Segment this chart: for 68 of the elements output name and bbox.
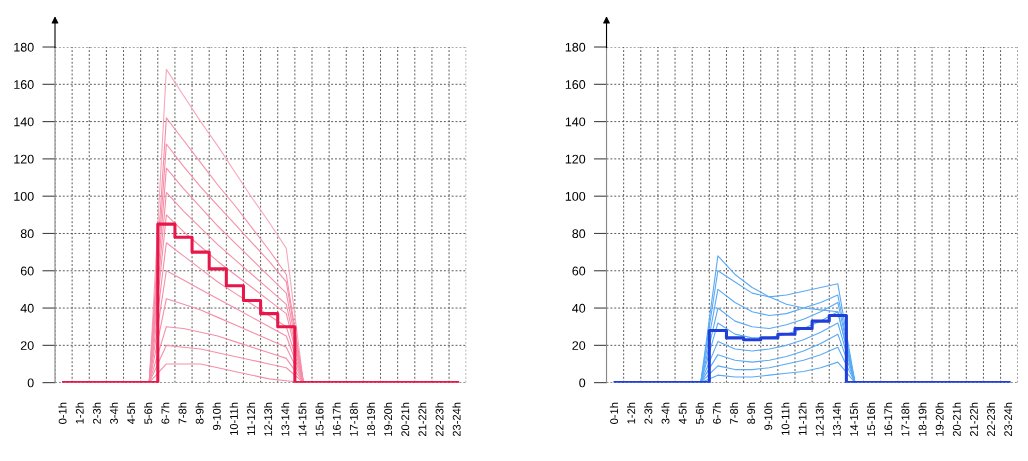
- x-tick-label: 14-15h: [849, 402, 858, 436]
- x-tick-label: 12-13h: [263, 402, 273, 436]
- x-tick-label: 20-21h: [401, 402, 410, 437]
- x-tick-label: 7-8h: [178, 402, 187, 424]
- x-tick-label: 13-14h: [832, 402, 841, 436]
- x-tick-label: 11-12h: [246, 402, 255, 435]
- x-tick-label: 6-7h: [712, 402, 721, 424]
- y-tick-label: 40: [20, 303, 34, 313]
- x-tick-label: 15-16h: [866, 402, 876, 436]
- y-tick-label: 140: [565, 117, 586, 127]
- x-tick-label: 8-9h: [746, 402, 756, 424]
- x-tick-label: 21-22h: [418, 402, 427, 437]
- y-tick-label: 80: [572, 229, 586, 239]
- y-tick-label: 160: [565, 80, 586, 89]
- y-tick-label: 0: [27, 378, 34, 388]
- x-tick-label: 4-5h: [678, 402, 687, 425]
- x-tick-label: 20-21h: [952, 402, 961, 437]
- y-tick-label: 60: [20, 266, 34, 276]
- x-tick-label: 1-2h: [75, 402, 84, 424]
- x-tick-label: 11-12h: [798, 402, 807, 435]
- x-tick-label: 9-10h: [212, 402, 221, 430]
- x-tick-label: 23-24h: [1003, 402, 1013, 437]
- x-tick-label: 12-13h: [815, 402, 824, 436]
- y-tick-label: 0: [579, 378, 586, 388]
- y-tick-label: 120: [14, 154, 34, 164]
- x-tick-label: 21-22h: [969, 402, 978, 437]
- x-tick-label: 7-8h: [729, 402, 738, 424]
- x-tick-label: 22-23h: [986, 402, 995, 437]
- x-tick-label: 6-7h: [161, 402, 170, 424]
- y-tick-label: 180: [14, 42, 34, 52]
- y-tick-label: 100: [14, 191, 34, 201]
- x-tick-label: 16-17h: [332, 402, 341, 436]
- y-tick-label: 80: [20, 229, 34, 239]
- x-tick-label: 19-20h: [383, 402, 393, 436]
- x-tick-label: 17-18h: [349, 402, 358, 436]
- x-tick-label: 18-19h: [918, 402, 927, 436]
- x-tick-label: 0-1h: [609, 402, 619, 424]
- x-tick-label: 0-1h: [58, 402, 67, 424]
- x-tick-label: 16-17h: [884, 402, 893, 436]
- y-tick-label: 140: [14, 117, 34, 127]
- y-tick-label: 20: [572, 341, 586, 350]
- y-tick-label: 60: [572, 266, 586, 276]
- y-tick-label: 40: [572, 303, 586, 313]
- y-tick-label: 160: [14, 80, 34, 89]
- x-tick-label: 10-11h: [781, 402, 790, 435]
- x-tick-label: 13-14h: [281, 402, 290, 436]
- x-tick-label: 1-2h: [627, 402, 636, 424]
- x-tick-label: 9-10h: [764, 402, 773, 430]
- x-tick-label: 8-9h: [195, 402, 204, 424]
- x-tick-label: 17-18h: [901, 402, 910, 436]
- x-tick-label: 10-11h: [229, 402, 238, 435]
- x-tick-label: 14-15h: [298, 402, 307, 436]
- y-tick-label: 120: [565, 154, 586, 164]
- x-tick-label: 5-6h: [695, 402, 704, 424]
- x-tick-label: 18-19h: [366, 402, 375, 436]
- x-tick-label: 3-4h: [661, 402, 670, 424]
- x-tick-label: 4-5h: [126, 402, 136, 425]
- x-tick-label: 15-16h: [315, 402, 324, 436]
- x-tick-label: 23-24h: [452, 402, 461, 437]
- x-tick-label: 2-3h: [92, 402, 101, 424]
- y-tick-label: 100: [565, 191, 586, 201]
- x-tick-label: 22-23h: [435, 402, 444, 437]
- x-tick-label: 2-3h: [644, 402, 653, 424]
- x-tick-label: 5-6h: [144, 402, 153, 424]
- x-tick-label: 19-20h: [935, 402, 944, 436]
- x-tick-label: 3-4h: [109, 402, 118, 424]
- y-tick-label: 20: [20, 341, 34, 350]
- y-tick-label: 180: [565, 42, 586, 52]
